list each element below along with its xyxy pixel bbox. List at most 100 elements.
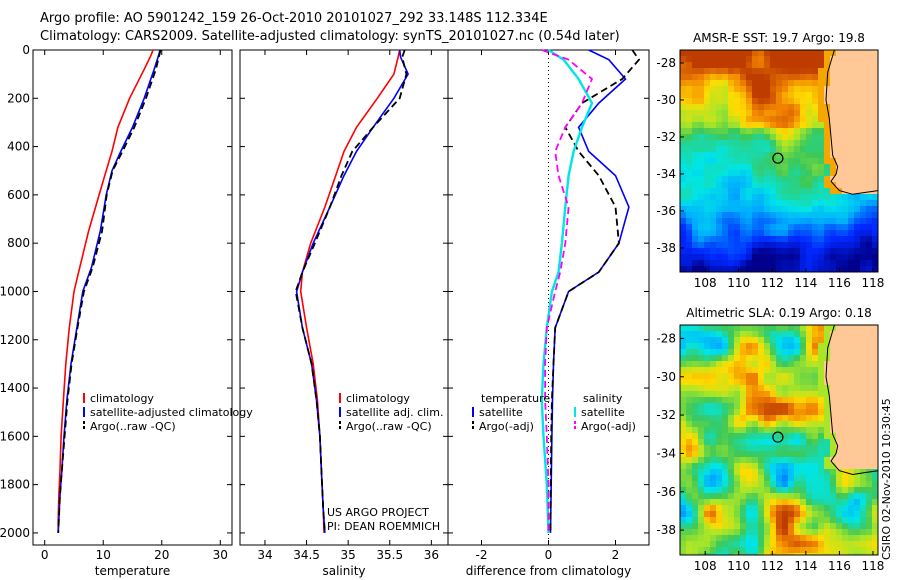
map-cell — [692, 182, 699, 189]
map-cell — [818, 236, 825, 243]
map-cell — [860, 361, 867, 368]
map-cell — [740, 104, 747, 111]
map-cell — [752, 116, 759, 123]
map-cell — [854, 349, 861, 356]
map-cell — [740, 248, 747, 255]
map-cell — [872, 200, 879, 207]
map-cell — [716, 379, 723, 386]
map-cell — [686, 385, 693, 392]
map-cell — [722, 433, 729, 440]
map-cell — [836, 206, 843, 213]
map-cell — [686, 212, 693, 219]
map-cell — [818, 535, 825, 542]
map-cell — [776, 385, 783, 392]
map-cell — [734, 50, 741, 57]
map-cell — [806, 170, 813, 177]
map-cell — [746, 343, 753, 350]
map-cell — [698, 260, 705, 267]
map-cell — [758, 224, 765, 231]
map-cell — [806, 415, 813, 422]
map-cell — [680, 415, 687, 422]
map-cell — [752, 74, 759, 81]
map-cell — [794, 50, 801, 57]
legend-sal-satellite-label: satellite — [581, 406, 625, 419]
map-cell — [710, 331, 717, 338]
map-cell — [758, 439, 765, 446]
map-cell — [800, 242, 807, 249]
map-cell — [860, 451, 867, 458]
map-cell — [704, 409, 711, 416]
map-cell — [686, 355, 693, 362]
map-cell — [770, 176, 777, 183]
map-cell — [860, 200, 867, 207]
map-cell — [746, 355, 753, 362]
map-cell — [692, 415, 699, 422]
map-cell — [854, 218, 861, 225]
map-cell — [752, 242, 759, 249]
map-cell — [722, 158, 729, 165]
map-cell — [866, 331, 873, 338]
map-cell — [692, 134, 699, 141]
map-cell — [812, 451, 819, 458]
map-cell — [692, 230, 699, 237]
map-cell — [770, 427, 777, 434]
map-cell — [728, 134, 735, 141]
map-cell — [746, 349, 753, 356]
map-cell — [782, 487, 789, 494]
map-cell — [740, 146, 747, 153]
map-cell — [812, 331, 819, 338]
map-cell — [866, 224, 873, 231]
map-cell — [830, 391, 837, 398]
map-cell — [764, 439, 771, 446]
map-cell — [698, 224, 705, 231]
map-cell — [788, 331, 795, 338]
map-cell — [764, 182, 771, 189]
map-cell — [872, 487, 879, 494]
map-cell — [698, 439, 705, 446]
map-cell — [824, 409, 831, 416]
map-cell — [794, 385, 801, 392]
map-cell — [680, 529, 687, 536]
map-cell — [764, 224, 771, 231]
map-cell — [824, 463, 831, 470]
map-cell — [794, 218, 801, 225]
map-cell — [680, 128, 687, 135]
map-cell — [734, 397, 741, 404]
map-cell — [812, 529, 819, 536]
map-cell — [692, 397, 699, 404]
map-cell — [830, 349, 837, 356]
map-cell — [680, 445, 687, 452]
map-cell — [782, 415, 789, 422]
map-cell — [812, 349, 819, 356]
map-cell — [710, 104, 717, 111]
map-cell — [806, 146, 813, 153]
map-cell — [800, 62, 807, 69]
map-cell — [770, 218, 777, 225]
map-cell — [752, 541, 759, 548]
map-cell — [830, 98, 837, 105]
map-cell — [704, 134, 711, 141]
map-cell — [860, 260, 867, 267]
map-cell — [818, 505, 825, 512]
map-cell — [770, 511, 777, 518]
map-cell — [776, 80, 783, 87]
map-cell — [836, 74, 843, 81]
map-cell — [680, 355, 687, 362]
map-cell — [728, 493, 735, 500]
map-cell — [836, 349, 843, 356]
map-cell — [704, 475, 711, 482]
map-cell — [812, 535, 819, 542]
map-cell — [788, 499, 795, 506]
map-cell — [746, 218, 753, 225]
map-cell — [680, 463, 687, 470]
map-cell — [842, 248, 849, 255]
legend-temperature-title: temperature — [481, 392, 550, 405]
map-cell — [728, 92, 735, 99]
map-cell — [818, 367, 825, 374]
map-cell — [722, 164, 729, 171]
figure-subtitle: Climatology: CARS2009. Satellite-adjuste… — [40, 29, 620, 44]
map-cell — [854, 541, 861, 548]
map-cell — [758, 541, 765, 548]
map-cell — [824, 457, 831, 464]
map-cell — [692, 409, 699, 416]
